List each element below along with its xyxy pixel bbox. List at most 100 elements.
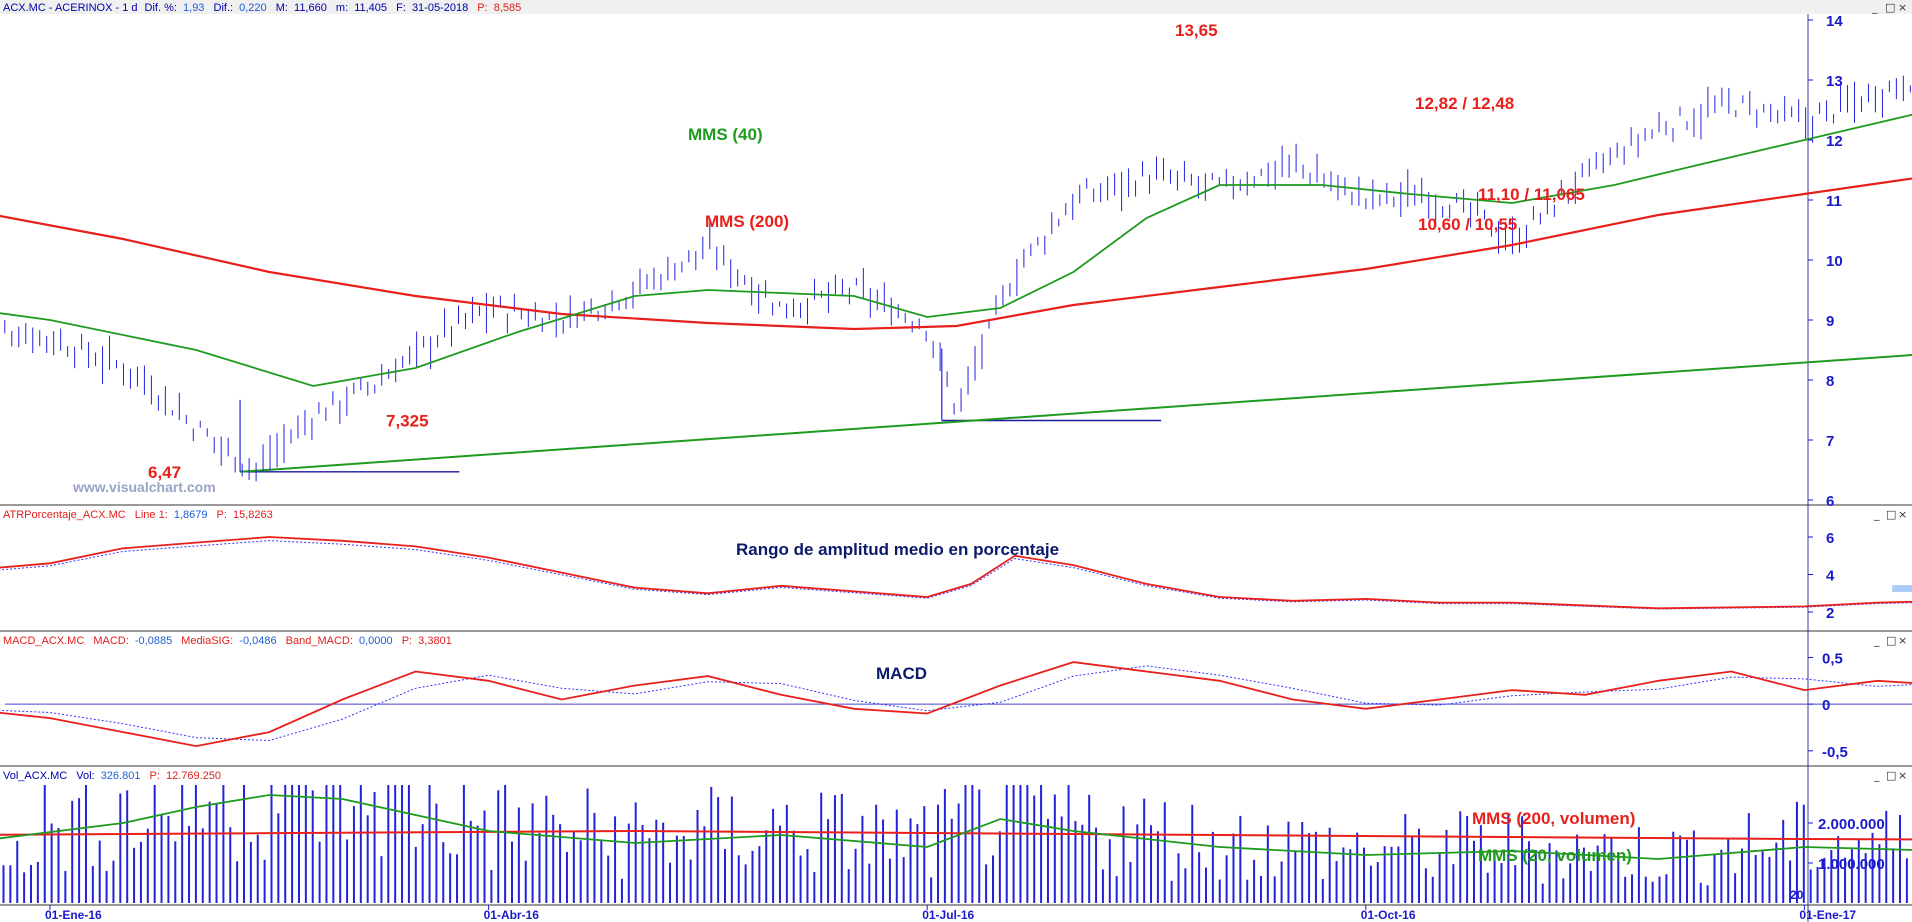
date-value: 31-05-2018 (412, 2, 468, 14)
macd-close-icon[interactable]: × (1898, 634, 1907, 647)
dif-pct-label: Dif. %: (145, 2, 177, 14)
atr-minimize-icon[interactable]: _ (1873, 508, 1880, 521)
volume-window-buttons[interactable]: _ □ × (1873, 769, 1907, 782)
mms200-series-line (0, 177, 1912, 331)
price-annotations: 13,65 12,82 / 12,48 11,10 / 11,065 10,60 / … (148, 21, 1585, 482)
price-annotation-label: 6,47 (148, 463, 181, 482)
atr-panel: ATRPorcentaje_ACX.MC Line 1: 1,8679 P: 1… (0, 508, 1912, 622)
macd-series-line (0, 661, 1912, 748)
price-panel: 14 13 12 11 10 9 8 7 6 13,65 12,82 / 12,48 11,10 /… (0, 13, 1912, 510)
price-tick-label: 8 (1826, 373, 1834, 390)
macd-band-label: Band_MACD: (286, 635, 353, 647)
atr-tick-label: 2 (1826, 605, 1834, 622)
atr-line-value: 1,8679 (174, 509, 208, 521)
vol-mms200-label: MMS (200, volumen) (1472, 809, 1635, 828)
x-tick-label: 01-Ene-16 (45, 908, 102, 922)
vol-mms20-label: MMS (20, volumen) (1478, 846, 1632, 865)
atr-highlight-band (1892, 585, 1912, 593)
vol-mms20-line (0, 794, 1912, 860)
x-tick-label: 01-Oct-16 (1361, 908, 1416, 922)
price-tick-label: 11 (1826, 193, 1842, 210)
macd-plot (0, 661, 1912, 748)
macd-panel: MACD_ACX.MC MACD: -0,0885 MediaSIG: -0,0… (0, 634, 1912, 761)
x-tick-label: 01-Abr-16 (484, 908, 540, 922)
price-tick-label: 9 (1826, 313, 1834, 330)
macd-maximize-icon[interactable]: □ (1886, 634, 1896, 647)
volume-vol-value: 326.801 (101, 770, 141, 782)
mms200-line (0, 177, 1912, 331)
price-annotation-label: 7,325 (386, 412, 429, 431)
volume-header: Vol_ACX.MC Vol: 326.801 P: 12.769.250 (3, 770, 221, 782)
volume-minimize-icon[interactable]: _ (1873, 769, 1880, 782)
macd-tick-label: 0,5 (1822, 650, 1843, 667)
atr-header: ATRPorcentaje_ACX.MC Line 1: 1,8679 P: 1… (3, 509, 273, 521)
price-annotation-label: 11,10 / 11,065 (1478, 185, 1585, 204)
atr-close-icon[interactable]: × (1898, 508, 1907, 521)
atr-p-value: 15,8263 (233, 509, 273, 521)
atr-axis-ticks: 6 4 2 (1808, 530, 1835, 622)
volume-axis-year-stub: 20 (1790, 888, 1804, 902)
price-tick-label: 6 (1826, 493, 1834, 510)
volume-bars (2, 785, 1908, 903)
macd-p-value: 3,3801 (418, 635, 452, 647)
min-label: m: (336, 2, 348, 14)
dif-value: 0,220 (239, 2, 267, 14)
atr-line-label: Line 1: (135, 509, 168, 521)
macd-tick-label: -0,5 (1822, 744, 1848, 761)
price-annotation-label: MMS (40) (688, 125, 763, 144)
volume-tick-label: 1.000.000 (1818, 856, 1885, 873)
volume-tick-label: 2.000.000 (1818, 816, 1885, 833)
atr-name: ATRPorcentaje_ACX.MC (3, 509, 126, 521)
min-value: 11,405 (354, 2, 387, 14)
x-axis: 01-Ene-16 01-Abr-16 01-Jul-16 01-Oct-16 01-E… (45, 905, 1856, 922)
macd-signal-value: -0,0486 (239, 635, 276, 647)
volume-close-icon[interactable]: × (1898, 769, 1907, 782)
macd-window-buttons[interactable]: _ □ × (1873, 634, 1907, 647)
atr-maximize-icon[interactable]: □ (1886, 508, 1896, 521)
price-level-lines (240, 419, 1162, 473)
volume-p-label: P: (150, 770, 160, 782)
price-bars (4, 75, 1911, 482)
price-axis-ticks: 14 13 12 11 10 9 8 7 6 (1808, 13, 1843, 510)
p-value: 8,585 (494, 2, 522, 14)
macd-macd-value: -0,0885 (135, 635, 172, 647)
price-annotation-label: 10,60 / 10,55 (1418, 215, 1517, 234)
mms40-line (0, 113, 1912, 387)
atr-window-buttons[interactable]: _ □ × (1873, 508, 1907, 521)
macd-tick-label: 0 (1822, 697, 1830, 714)
price-annotation-label: 13,65 (1175, 21, 1218, 40)
atr-tick-label: 4 (1826, 568, 1835, 585)
macd-macd-label: MACD: (93, 635, 128, 647)
atr-tick-label: 6 (1826, 530, 1834, 547)
volume-maximize-icon[interactable]: □ (1886, 769, 1896, 782)
macd-p-label: P: (402, 635, 412, 647)
volume-p-value: 12.769.250 (166, 770, 221, 782)
dif-pct-value: 1,93 (183, 2, 204, 14)
max-label: M: (276, 2, 288, 14)
macd-band-value: 0,0000 (359, 635, 393, 647)
atr-series-line (0, 536, 1912, 610)
close-icon[interactable]: × (1898, 1, 1907, 14)
dif-label: Dif.: (214, 2, 234, 14)
macd-minimize-icon[interactable]: _ (1873, 634, 1880, 647)
macd-header: MACD_ACX.MC MACD: -0,0885 MediaSIG: -0,0… (3, 635, 452, 647)
volume-panel: Vol_ACX.MC Vol: 326.801 P: 12.769.250 _ … (0, 769, 1912, 903)
interval-label: 1 d (122, 2, 140, 14)
price-annotation-label: 12,82 / 12,48 (1415, 94, 1514, 113)
symbol-label: ACX.MC - ACERINOX - (3, 2, 122, 14)
price-annotation-label: MMS (200) (705, 212, 789, 231)
macd-name: MACD_ACX.MC (3, 635, 84, 647)
price-tick-label: 14 (1826, 13, 1843, 30)
volume-vol-label: Vol: (76, 770, 94, 782)
macd-title: MACD (876, 664, 927, 683)
volume-axis-ticks: 2.000.000 1.000.000 20 (1790, 816, 1885, 902)
minimize-icon[interactable]: _ (1871, 1, 1878, 14)
x-tick-label: 01-Ene-17 (1799, 908, 1856, 922)
main-window-buttons[interactable]: _ □ × (1871, 1, 1907, 14)
p-label: P: (477, 2, 487, 14)
volume-lines (0, 794, 1912, 860)
maximize-icon[interactable]: □ (1885, 1, 1895, 14)
price-tick-label: 13 (1826, 73, 1843, 90)
macd-signal-line (0, 665, 1912, 742)
